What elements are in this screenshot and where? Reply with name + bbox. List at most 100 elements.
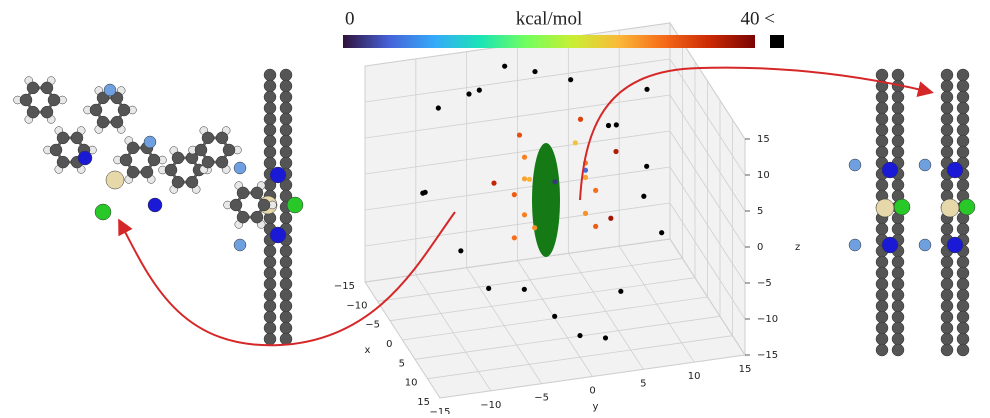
point bbox=[532, 225, 538, 231]
atom bbox=[279, 101, 293, 115]
atom bbox=[940, 178, 954, 192]
ellipsoid bbox=[532, 143, 560, 257]
atom bbox=[891, 145, 905, 159]
y-tick-label: 5 bbox=[640, 378, 646, 389]
atom bbox=[279, 277, 293, 291]
atom bbox=[940, 299, 954, 313]
atom bbox=[891, 134, 905, 148]
atom bbox=[126, 141, 140, 155]
point bbox=[572, 140, 578, 146]
atom bbox=[891, 255, 905, 269]
atom bbox=[891, 277, 905, 291]
atom bbox=[40, 81, 54, 95]
atom bbox=[940, 266, 954, 280]
point bbox=[521, 176, 528, 182]
atom bbox=[257, 198, 271, 212]
point bbox=[435, 105, 441, 111]
atom bbox=[250, 186, 264, 200]
atom bbox=[185, 175, 199, 189]
atom bbox=[263, 112, 277, 126]
point bbox=[613, 148, 619, 155]
point bbox=[466, 91, 472, 97]
grid-line bbox=[364, 130, 671, 175]
grid-line bbox=[669, 130, 746, 248]
grid-line bbox=[415, 274, 492, 392]
x-tick-label: 10 bbox=[405, 378, 418, 389]
atom bbox=[940, 145, 954, 159]
atom bbox=[918, 158, 932, 172]
atom bbox=[956, 90, 970, 104]
colorbar-tick: 40 < bbox=[741, 8, 775, 29]
atom bbox=[89, 103, 103, 117]
point bbox=[608, 215, 614, 221]
atom bbox=[263, 277, 277, 291]
atom bbox=[26, 81, 40, 95]
z-axis-label: z bbox=[795, 242, 800, 253]
point bbox=[511, 192, 517, 198]
atom bbox=[279, 123, 293, 137]
atom bbox=[222, 143, 236, 157]
atom bbox=[940, 123, 954, 137]
point bbox=[552, 179, 558, 185]
atom bbox=[49, 143, 63, 157]
atom bbox=[875, 90, 889, 104]
point bbox=[491, 180, 497, 186]
atom bbox=[956, 299, 970, 313]
atom bbox=[171, 151, 185, 165]
grid-line bbox=[669, 202, 746, 320]
atom bbox=[891, 68, 905, 82]
point bbox=[526, 176, 533, 182]
colorbar: 0 40 < kcal/mol bbox=[343, 8, 784, 48]
atom bbox=[279, 321, 293, 335]
grid-line bbox=[364, 238, 671, 283]
point bbox=[644, 86, 650, 92]
atom bbox=[891, 288, 905, 302]
point bbox=[502, 63, 508, 69]
atom bbox=[848, 238, 862, 252]
atom bbox=[194, 143, 208, 157]
atom bbox=[875, 178, 889, 192]
atom bbox=[201, 131, 215, 145]
atom bbox=[140, 165, 154, 179]
atom bbox=[940, 222, 954, 236]
atom bbox=[96, 91, 110, 105]
atom bbox=[263, 321, 277, 335]
atom bbox=[875, 321, 889, 335]
atom bbox=[263, 244, 277, 258]
atom bbox=[956, 79, 970, 93]
atom bbox=[263, 156, 277, 170]
atom bbox=[171, 175, 185, 189]
colorbar-bar bbox=[343, 35, 755, 48]
atom bbox=[263, 90, 277, 104]
point bbox=[577, 116, 584, 122]
atom bbox=[891, 222, 905, 236]
colorbar-label: kcal/mol bbox=[516, 8, 582, 29]
atom bbox=[891, 112, 905, 126]
atom bbox=[263, 288, 277, 302]
x-tick-label: 15 bbox=[417, 397, 430, 408]
atom bbox=[940, 90, 954, 104]
atom bbox=[279, 211, 293, 225]
atom bbox=[891, 178, 905, 192]
atom bbox=[956, 310, 970, 324]
x-axis-label: x bbox=[365, 345, 371, 356]
x-tick-label: −5 bbox=[365, 320, 380, 331]
atom bbox=[956, 178, 970, 192]
point bbox=[521, 212, 528, 218]
y-tick-label: 0 bbox=[589, 386, 595, 397]
point bbox=[420, 190, 426, 196]
point bbox=[577, 332, 583, 339]
grid-line bbox=[669, 238, 746, 356]
atom bbox=[940, 277, 954, 291]
atom bbox=[940, 332, 954, 346]
atom bbox=[958, 198, 976, 216]
atom bbox=[875, 255, 889, 269]
atom bbox=[263, 332, 277, 346]
atom bbox=[875, 145, 889, 159]
arrow bbox=[118, 211, 456, 347]
atom bbox=[875, 222, 889, 236]
atom bbox=[875, 112, 889, 126]
point bbox=[568, 77, 574, 83]
point bbox=[532, 68, 538, 75]
